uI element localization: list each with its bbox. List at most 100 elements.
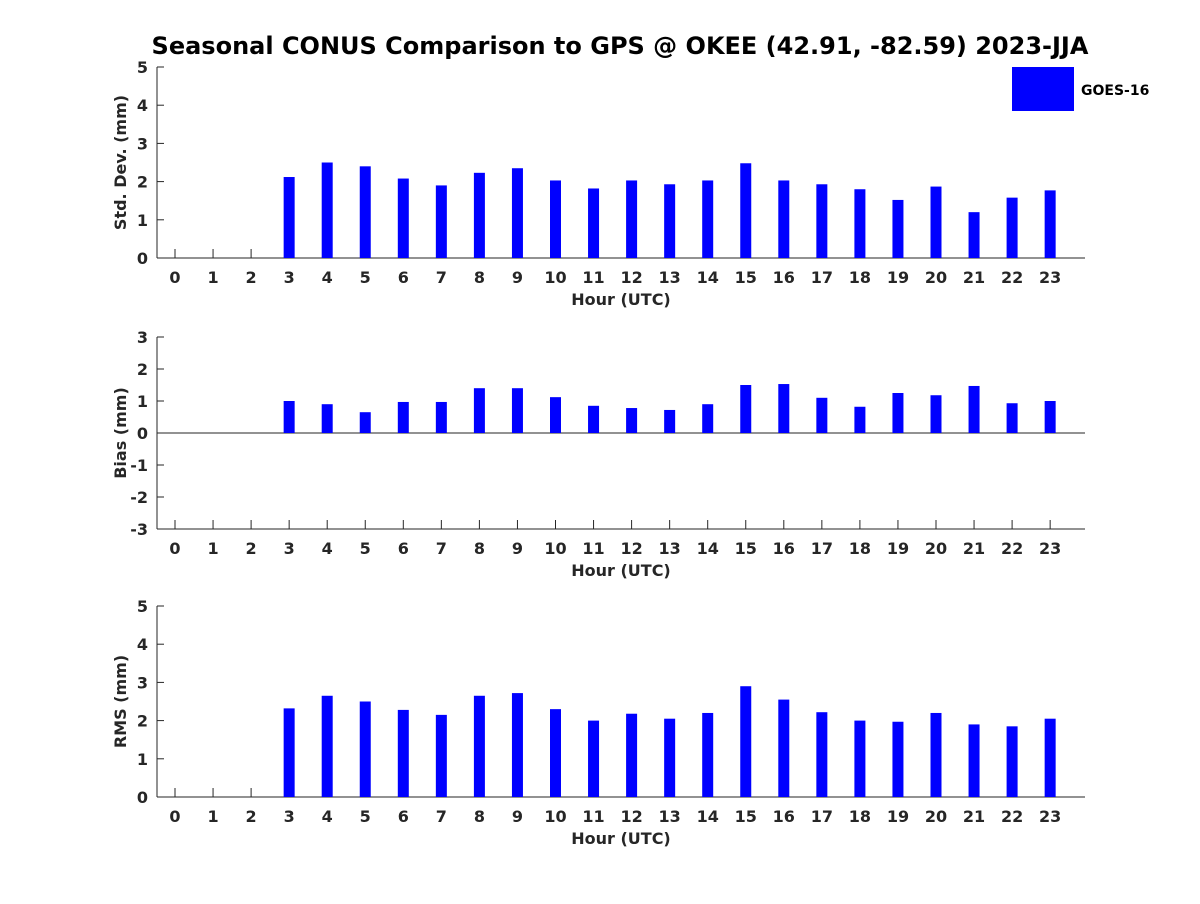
bias-y-tick-label: 0 [137,424,148,443]
legend-swatch [1012,67,1074,111]
std-dev-x-tick-label: 14 [697,268,719,287]
bias-x-tick-label: 1 [207,539,218,558]
std-dev-x-tick-label: 8 [474,268,485,287]
bias-bar [283,401,295,433]
std-dev-bar [397,178,409,258]
rms-bar [283,708,295,797]
std-dev-x-tick-label: 0 [169,268,180,287]
bias-bar [930,395,942,433]
bias-x-tick-label: 13 [659,539,681,558]
rms-x-tick-label: 11 [582,807,604,826]
std-dev-x-tick-label: 5 [360,268,371,287]
std-dev-x-tick-label: 1 [207,268,218,287]
bias-x-tick-label: 9 [512,539,523,558]
bias-y-tick-label: 1 [137,392,148,411]
std-dev-x-tick-label: 17 [811,268,833,287]
rms-x-tick-label: 8 [474,807,485,826]
bias-bar [892,393,904,433]
std-dev-x-tick-label: 21 [963,268,985,287]
rms-x-tick-label: 21 [963,807,985,826]
bias-bar [550,397,561,433]
std-dev-bar [321,162,333,258]
rms-x-tick-label: 18 [849,807,871,826]
std-dev-y-tick-label: 5 [137,58,148,77]
rms-x-tick-label: 14 [697,807,719,826]
rms-x-tick-label: 13 [659,807,681,826]
bias-x-axis-label: Hour (UTC) [571,561,671,580]
bias-bar [664,409,676,433]
rms-bar [321,695,333,797]
bias-x-tick-label: 21 [963,539,985,558]
rms-bar [740,686,752,797]
rms-bar [816,712,828,797]
bias-x-tick-label: 3 [284,539,295,558]
rms-y-tick-label: 5 [137,597,148,616]
bias-x-tick-label: 15 [735,539,757,558]
bias-x-tick-label: 19 [887,539,909,558]
bias-bar [854,406,866,433]
std-dev-y-tick-label: 1 [137,211,148,230]
std-dev-bar [892,199,904,258]
std-dev-x-tick-label: 18 [849,268,871,287]
rms-x-tick-label: 4 [322,807,333,826]
rms-y-tick-label: 2 [137,712,148,731]
bias-y-tick-label: 3 [137,328,148,347]
std-dev-y-tick-label: 4 [137,96,148,115]
rms-bar [435,714,447,797]
std-dev-x-tick-label: 13 [659,268,681,287]
std-dev-x-tick-label: 22 [1001,268,1023,287]
bias-bar [816,397,828,433]
std-dev-x-tick-label: 6 [398,268,409,287]
rms-bar [1006,726,1018,797]
bias-y-tick-label: -1 [130,456,148,475]
std-dev-bar [473,172,485,258]
std-dev-x-tick-label: 11 [582,268,604,287]
rms-x-tick-label: 23 [1039,807,1061,826]
std-dev-y-tick-label: 2 [137,173,148,192]
bias-x-tick-label: 22 [1001,539,1023,558]
rms-x-tick-label: 6 [398,807,409,826]
rms-y-tick-label: 4 [137,635,148,654]
bias-x-tick-label: 6 [398,539,409,558]
std-dev-x-tick-label: 9 [512,268,523,287]
rms-x-tick-label: 22 [1001,807,1023,826]
rms-bar [778,699,790,797]
bias-x-tick-label: 8 [474,539,485,558]
std-dev-x-tick-label: 7 [436,268,447,287]
std-dev-x-tick-label: 19 [887,268,909,287]
bias-y-tick-label: -2 [130,488,148,507]
std-dev-bar [588,188,600,258]
rms-x-tick-label: 10 [544,807,566,826]
bias-bar [435,401,447,433]
rms-bar [550,709,561,797]
bias-bar [968,385,980,433]
rms-bar [854,720,866,797]
std-dev-bar [664,184,676,258]
rms-bar [664,718,676,797]
rms-bar [473,695,485,797]
rms-bar [702,712,714,797]
bias-x-tick-label: 7 [436,539,447,558]
bias-x-tick-label: 5 [360,539,371,558]
bias-bar [397,401,409,433]
bias-x-tick-label: 2 [246,539,257,558]
bias-bar [359,412,371,433]
rms-bar [930,712,942,797]
rms-bar [359,701,371,797]
std-dev-x-tick-label: 2 [246,268,257,287]
std-dev-x-tick-label: 4 [322,268,333,287]
rms-x-tick-label: 20 [925,807,947,826]
rms-bar [588,720,600,797]
std-dev-x-tick-label: 10 [544,268,566,287]
bias-bar [1006,403,1018,433]
std-dev-bar [359,166,371,258]
bias-x-tick-label: 0 [169,539,180,558]
rms-bar [397,709,409,797]
rms-bar [968,724,980,797]
rms-y-tick-label: 0 [137,788,148,807]
std-dev-bar [854,189,866,258]
std-dev-bar [550,180,561,258]
